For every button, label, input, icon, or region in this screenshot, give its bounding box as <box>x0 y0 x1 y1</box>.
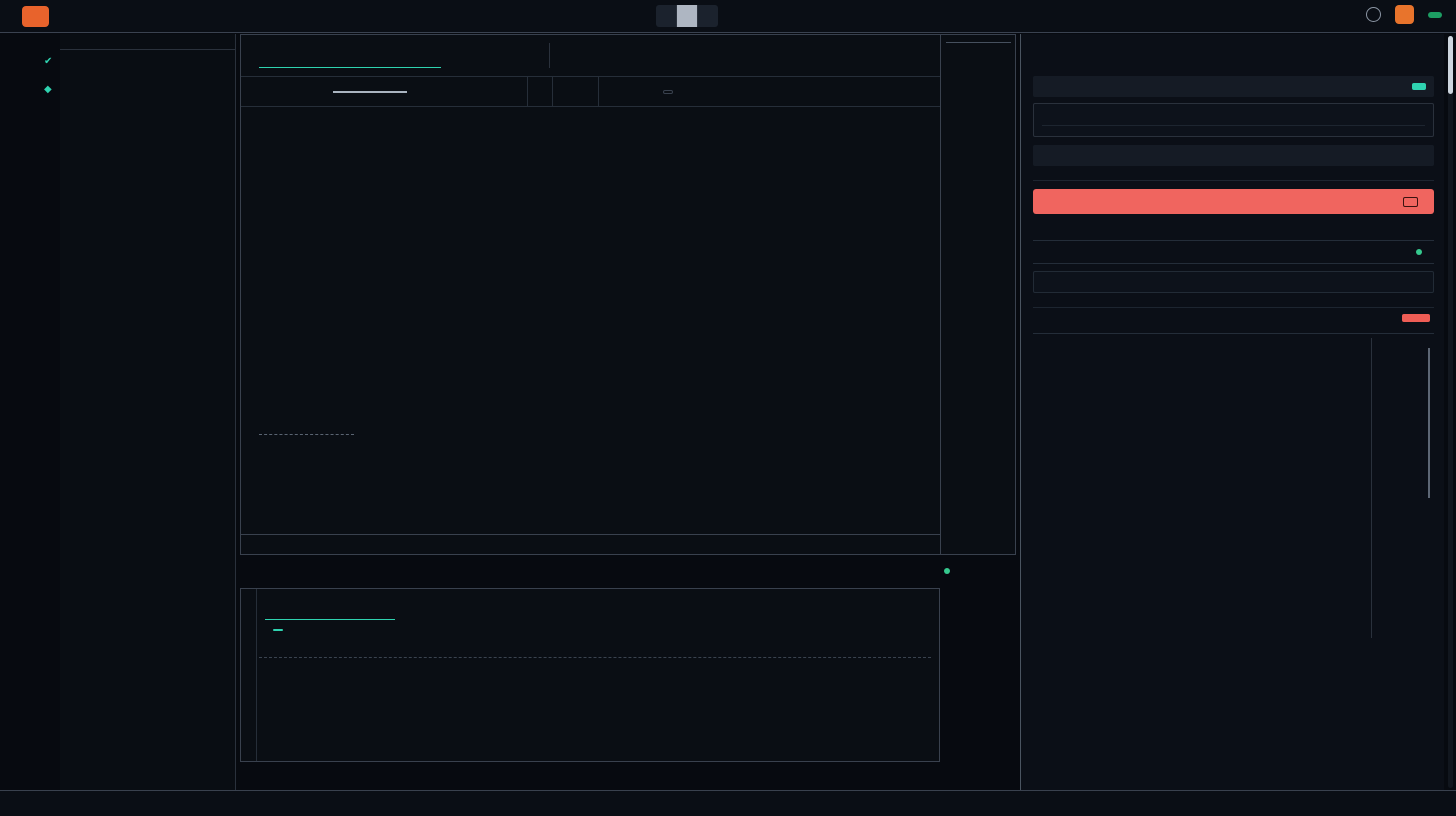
indicator-header <box>240 558 1016 584</box>
sell-order-button[interactable] <box>1402 314 1430 322</box>
alert-banner-button[interactable] <box>1033 189 1434 214</box>
diamond-badge-icon: ◆ <box>44 84 52 95</box>
drawing-toolbar <box>241 76 940 107</box>
price-axis-header <box>946 40 1011 43</box>
bank-segment-icon[interactable] <box>697 5 718 27</box>
price-axis <box>940 35 1015 554</box>
orders-scrollbar[interactable] <box>1428 348 1430 498</box>
lot-input[interactable] <box>623 77 657 107</box>
app-logo-icon[interactable] <box>22 6 49 27</box>
green-dot <box>1416 249 1422 255</box>
scrollbar-thumb[interactable] <box>1448 36 1453 94</box>
bitcoin-icon[interactable] <box>1395 5 1414 24</box>
details-row[interactable] <box>1033 76 1434 97</box>
sidebar-header <box>60 34 235 50</box>
check-badge-icon: ✔ <box>44 56 53 67</box>
line-style-sample[interactable] <box>333 90 407 93</box>
indicator-chip[interactable] <box>273 629 283 631</box>
candlestick-chart[interactable] <box>241 107 940 534</box>
top-bar <box>0 0 1456 33</box>
orange-questions-row <box>1033 301 1434 308</box>
chart-area <box>240 34 1016 790</box>
indicator-settings-row <box>265 629 929 631</box>
chart-toolbar <box>241 35 940 77</box>
watchlist-sidebar <box>60 34 236 790</box>
indicator-panel <box>240 586 1016 790</box>
page-scrollbar[interactable] <box>1448 36 1453 788</box>
trade-panel <box>1020 34 1444 790</box>
quantity-input[interactable] <box>552 76 598 107</box>
digital-price-readout <box>855 40 858 61</box>
indicator-bars-chart[interactable] <box>259 661 931 757</box>
advances-card <box>1033 103 1434 137</box>
view-segmented-control <box>656 5 718 27</box>
card-icon <box>1403 196 1418 207</box>
legend-underline <box>259 67 441 68</box>
orders-section <box>1033 338 1434 638</box>
mini-gauge-icon <box>1412 83 1426 90</box>
memoranda-section <box>1033 271 1434 293</box>
commissions-row <box>1033 174 1434 181</box>
orders-meta-line <box>1033 374 1363 390</box>
clock-icon[interactable] <box>1366 7 1381 22</box>
time-axis <box>241 534 940 554</box>
gross-trends-row[interactable] <box>1033 145 1434 166</box>
fine-print-row <box>1033 328 1434 334</box>
live-balance-button[interactable] <box>1428 11 1442 18</box>
total-row <box>1033 240 1434 264</box>
multiplier-chip[interactable] <box>663 89 673 94</box>
order-action-row <box>1033 314 1434 322</box>
indicator-axis <box>941 586 1016 790</box>
orders-side-strip <box>1372 338 1434 638</box>
charts-segment[interactable] <box>676 5 697 27</box>
annotation-dash-line <box>259 434 354 435</box>
left-tick-column <box>12 42 58 786</box>
indicator-icon-strip <box>241 589 257 761</box>
status-bar <box>0 790 1456 816</box>
status-dot <box>944 568 950 574</box>
pause-segment[interactable] <box>656 5 676 27</box>
plus-icon[interactable] <box>598 76 623 107</box>
candlestick-panel <box>240 34 1016 555</box>
